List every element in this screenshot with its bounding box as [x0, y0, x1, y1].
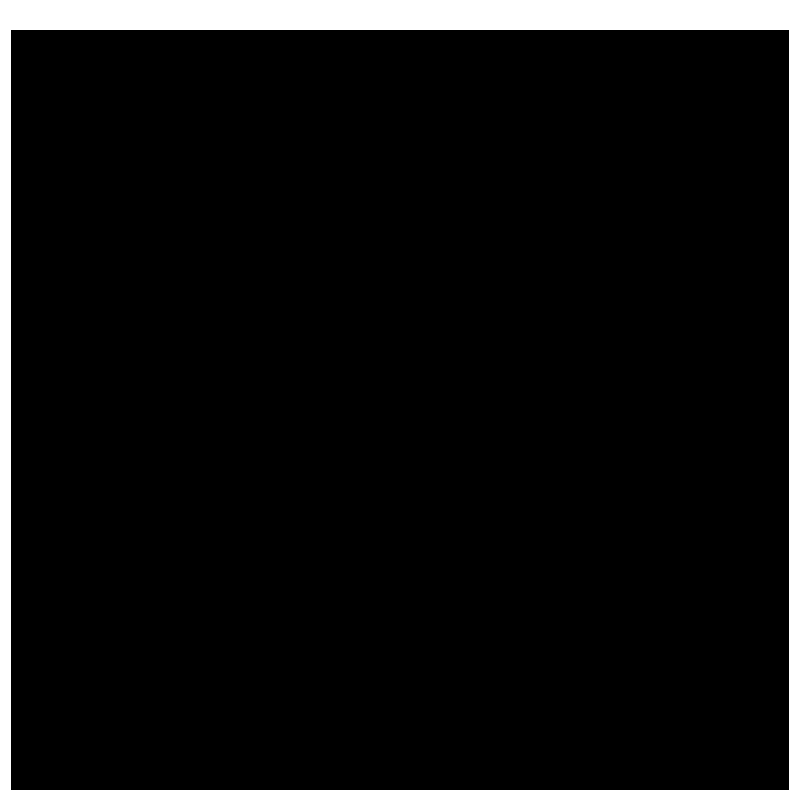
chart-frame	[11, 30, 789, 790]
crosshair-vertical	[41, 60, 42, 760]
heatmap-canvas	[41, 60, 758, 760]
crosshair-horizontal	[41, 60, 758, 61]
plot-area	[41, 60, 758, 760]
